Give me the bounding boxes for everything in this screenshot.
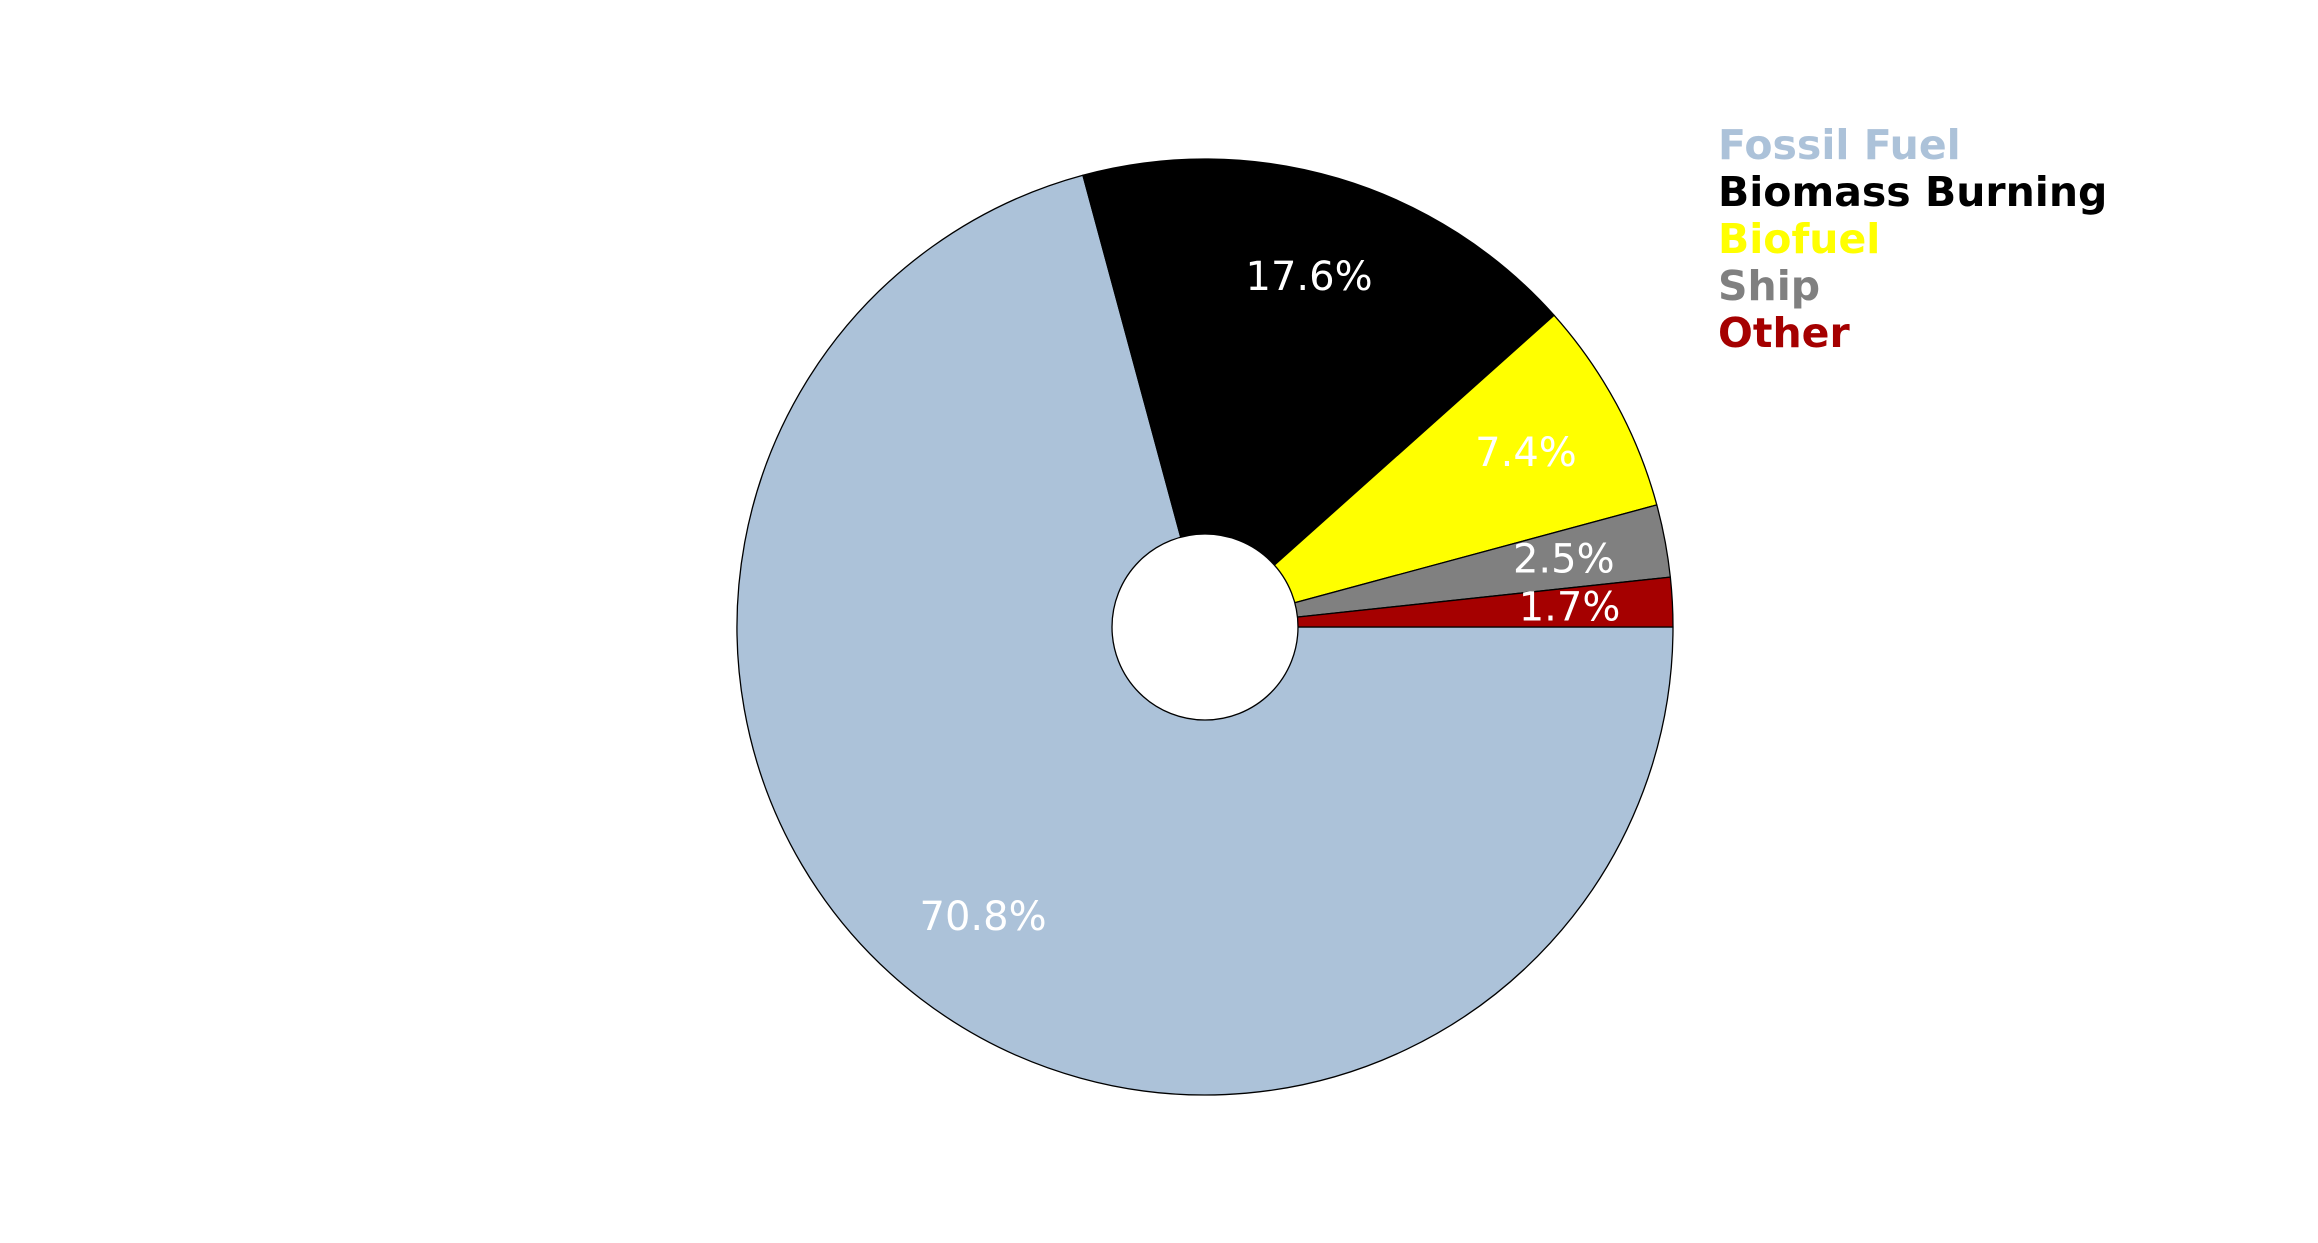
legend-entry-other: Other (1718, 309, 1850, 357)
legend-entry-biofuel: Biofuel (1718, 215, 1880, 263)
slice-label-biomass-burning: 17.6% (1246, 254, 1373, 300)
pie-slice-biomass-burning (1082, 158, 1555, 628)
pie-slice-other (1204, 576, 1674, 628)
slice-label-other: 1.7% (1519, 585, 1621, 631)
slice-labels: 70.8% 17.6% 7.4% 2.5%1.7% (920, 254, 1621, 940)
center-hole (1111, 533, 1299, 721)
slice-label-ship: 2.5% (1513, 537, 1615, 583)
slice-label-biofuel: 7.4% (1475, 430, 1577, 476)
legend-entry-fossil-fuel: Fossil Fuel (1718, 121, 1961, 169)
slice-label-fossil-fuel: 70.8% (920, 894, 1047, 940)
legend-entry-biomass-burning: Biomass Burning (1718, 168, 2107, 216)
pie-slice-biofuel (1204, 314, 1658, 628)
legend-entry-ship: Ship (1718, 262, 1820, 310)
